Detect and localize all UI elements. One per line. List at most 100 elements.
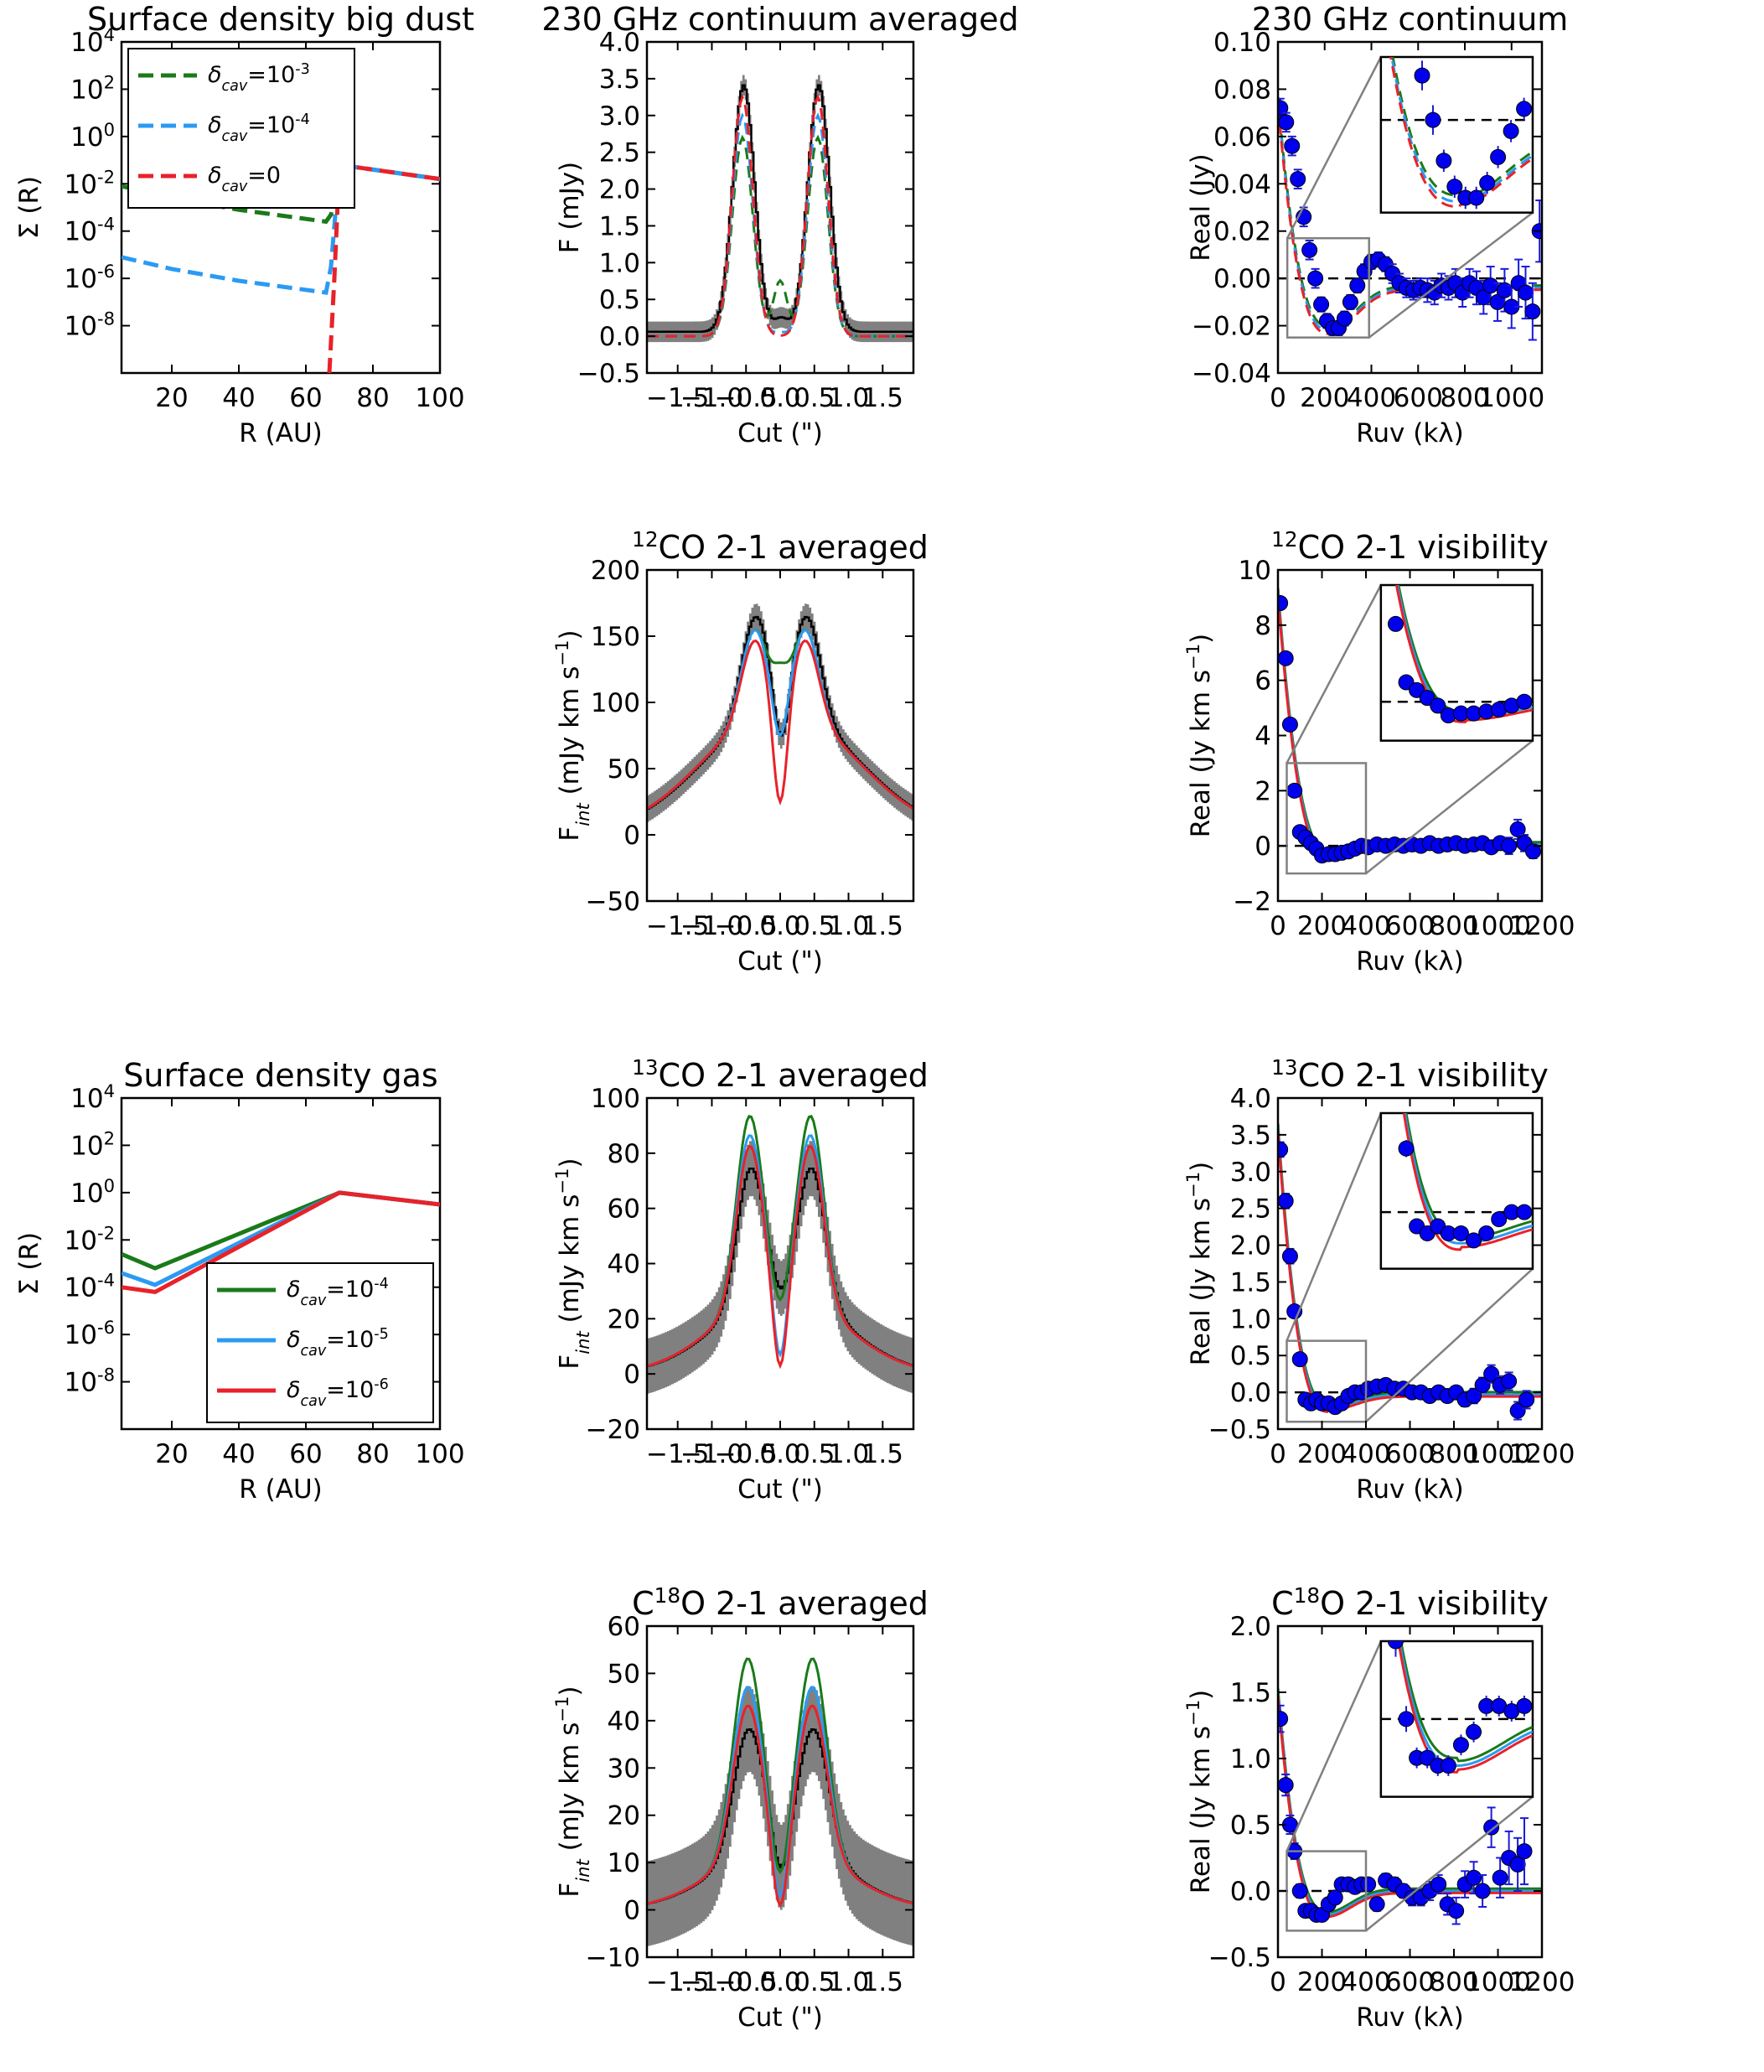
y-tick-label: 1.0 bbox=[1230, 1304, 1271, 1334]
x-axis-label: Cut (") bbox=[737, 418, 823, 448]
chart-gas_surface: Surface density gas 20 40 60 80 100 104 102 100 1… bbox=[14, 1057, 465, 1505]
y-tick-label: 0.06 bbox=[1213, 122, 1271, 153]
model-line bbox=[647, 1145, 913, 1370]
data-point bbox=[1466, 1388, 1482, 1404]
y-tick-label: 10-6 bbox=[65, 1317, 115, 1351]
y-tick-label: −2 bbox=[1233, 887, 1271, 917]
y-tick-label: −0.5 bbox=[1208, 1943, 1271, 1973]
data-point bbox=[1501, 837, 1518, 854]
x-tick-label: −1.5 bbox=[646, 1967, 709, 1997]
inset-data-point bbox=[1466, 1723, 1482, 1740]
y-tick-label: 10-2 bbox=[65, 166, 115, 200]
y-tick-label: 0 bbox=[623, 821, 640, 851]
x-tick-label: 0 bbox=[1270, 1967, 1286, 1997]
y-axis-label: Fint (mJy km s−1) bbox=[551, 1158, 593, 1369]
y-tick-label: 2.0 bbox=[599, 175, 640, 205]
x-tick-label: 1200 bbox=[1509, 1967, 1575, 1997]
data-point bbox=[1327, 1889, 1343, 1906]
y-tick-label: 20 bbox=[608, 1304, 640, 1334]
zoom-connector bbox=[1365, 1267, 1534, 1423]
data-point bbox=[1281, 716, 1298, 733]
data-point bbox=[1278, 650, 1294, 666]
x-tick-label: 0.5 bbox=[794, 911, 835, 941]
y-tick-label: 0 bbox=[1254, 831, 1271, 862]
chart-cont_cut: 230 GHz continuum averaged−1.5−1.0−0.50.… bbox=[541, 1, 1018, 448]
zoom-region-box bbox=[1285, 762, 1368, 875]
y-axis-label: Σ (R) bbox=[14, 1232, 44, 1295]
inset-model-line bbox=[1391, 57, 1533, 199]
inset-data-point bbox=[1516, 1697, 1533, 1714]
model-line bbox=[647, 1704, 913, 1909]
y-tick-label: 10 bbox=[608, 1848, 640, 1878]
chart-c18o_cut: C18O 2-1 averaged −1.5−1.0−0.50.00.51.01.… bbox=[551, 1583, 929, 2033]
data-point bbox=[1278, 595, 1289, 611]
x-tick-label: 1200 bbox=[1509, 911, 1575, 941]
data-point bbox=[1448, 1903, 1465, 1919]
plot-frame bbox=[120, 1096, 442, 1431]
y-tick-label: 4.0 bbox=[1230, 1084, 1271, 1114]
x-tick-label: 0 bbox=[1270, 1439, 1286, 1469]
y-tick-label: 2.0 bbox=[1230, 1612, 1271, 1642]
inset-frame bbox=[1379, 1111, 1534, 1270]
inset-data-point bbox=[1516, 1204, 1533, 1220]
x-tick-label: 100 bbox=[415, 1439, 464, 1469]
x-axis-label: Ruv (kλ) bbox=[1356, 946, 1463, 976]
data-point bbox=[1501, 1373, 1518, 1390]
chart-co12_vis: 12CO 2-1 visibility 0 20040060080010001200… bbox=[1182, 527, 1575, 977]
y-axis-label: Σ (R) bbox=[14, 176, 44, 239]
series-line bbox=[122, 162, 440, 295]
inset-data-point bbox=[1398, 1140, 1415, 1157]
y-tick-label: 102 bbox=[70, 1127, 115, 1162]
y-tick-label: −50 bbox=[586, 887, 640, 917]
x-axis-label: Cut (") bbox=[737, 1474, 823, 1505]
x-tick-label: 100 bbox=[415, 383, 464, 413]
zoom-connector bbox=[1285, 1640, 1382, 1852]
data-point bbox=[1291, 1351, 1308, 1368]
inset-data-point bbox=[1387, 1641, 1404, 1650]
x-tick-label: 1000 bbox=[1465, 1439, 1531, 1469]
inset-data-point bbox=[1446, 179, 1463, 195]
y-axis-label: Real (Jy km s−1) bbox=[1182, 1162, 1217, 1365]
y-tick-label: 200 bbox=[591, 556, 640, 586]
inset-series-group bbox=[1380, 1113, 1533, 1251]
chart-title: 12CO 2-1 averaged bbox=[632, 527, 929, 567]
x-tick-label: −0.5 bbox=[715, 911, 778, 941]
legend-label: δcav=10-4 bbox=[208, 111, 310, 145]
inset-series-group bbox=[1380, 57, 1533, 210]
data-point bbox=[1278, 1711, 1289, 1728]
data-point bbox=[1524, 303, 1541, 320]
data-point bbox=[1525, 843, 1541, 860]
x-tick-label: 40 bbox=[222, 383, 255, 413]
y-tick-label: 40 bbox=[608, 1250, 640, 1280]
x-tick-label: −1.5 bbox=[646, 1439, 709, 1469]
y-tick-label: 0.0 bbox=[1230, 1378, 1271, 1408]
y-tick-label: −0.5 bbox=[1208, 1415, 1271, 1445]
model-line bbox=[647, 112, 913, 338]
x-tick-label: 0 bbox=[1270, 911, 1286, 941]
inset-model-line bbox=[1390, 57, 1533, 203]
y-tick-label: 150 bbox=[591, 622, 640, 652]
y-axis-label: Real (Jy km s−1) bbox=[1182, 1690, 1217, 1893]
data-point bbox=[1278, 114, 1295, 131]
series-group bbox=[1278, 96, 1542, 341]
zoom-connector bbox=[1286, 56, 1382, 239]
y-tick-label: 0.5 bbox=[1230, 1341, 1271, 1371]
data-point bbox=[1474, 1376, 1491, 1393]
x-tick-label: −0.5 bbox=[715, 383, 778, 413]
data-point bbox=[1430, 1876, 1447, 1893]
data-point bbox=[1349, 277, 1366, 294]
uncertainty-band bbox=[647, 1141, 913, 1394]
y-tick-label: 60 bbox=[608, 1612, 640, 1642]
chart-title: 12CO 2-1 visibility bbox=[1271, 527, 1549, 567]
x-tick-label: 40 bbox=[222, 1439, 255, 1469]
uncertainty-band bbox=[647, 75, 913, 343]
x-tick-label: 1200 bbox=[1509, 1439, 1575, 1469]
data-point bbox=[1291, 1883, 1308, 1899]
y-tick-label: 30 bbox=[608, 1753, 640, 1784]
y-tick-label: 10-8 bbox=[65, 308, 115, 342]
legend-label: δcav=10-4 bbox=[287, 1276, 389, 1309]
y-tick-label: −0.5 bbox=[577, 359, 640, 389]
x-axis-label: Cut (") bbox=[737, 946, 823, 976]
data-point bbox=[1492, 1869, 1508, 1886]
zoom-connector bbox=[1285, 584, 1382, 764]
